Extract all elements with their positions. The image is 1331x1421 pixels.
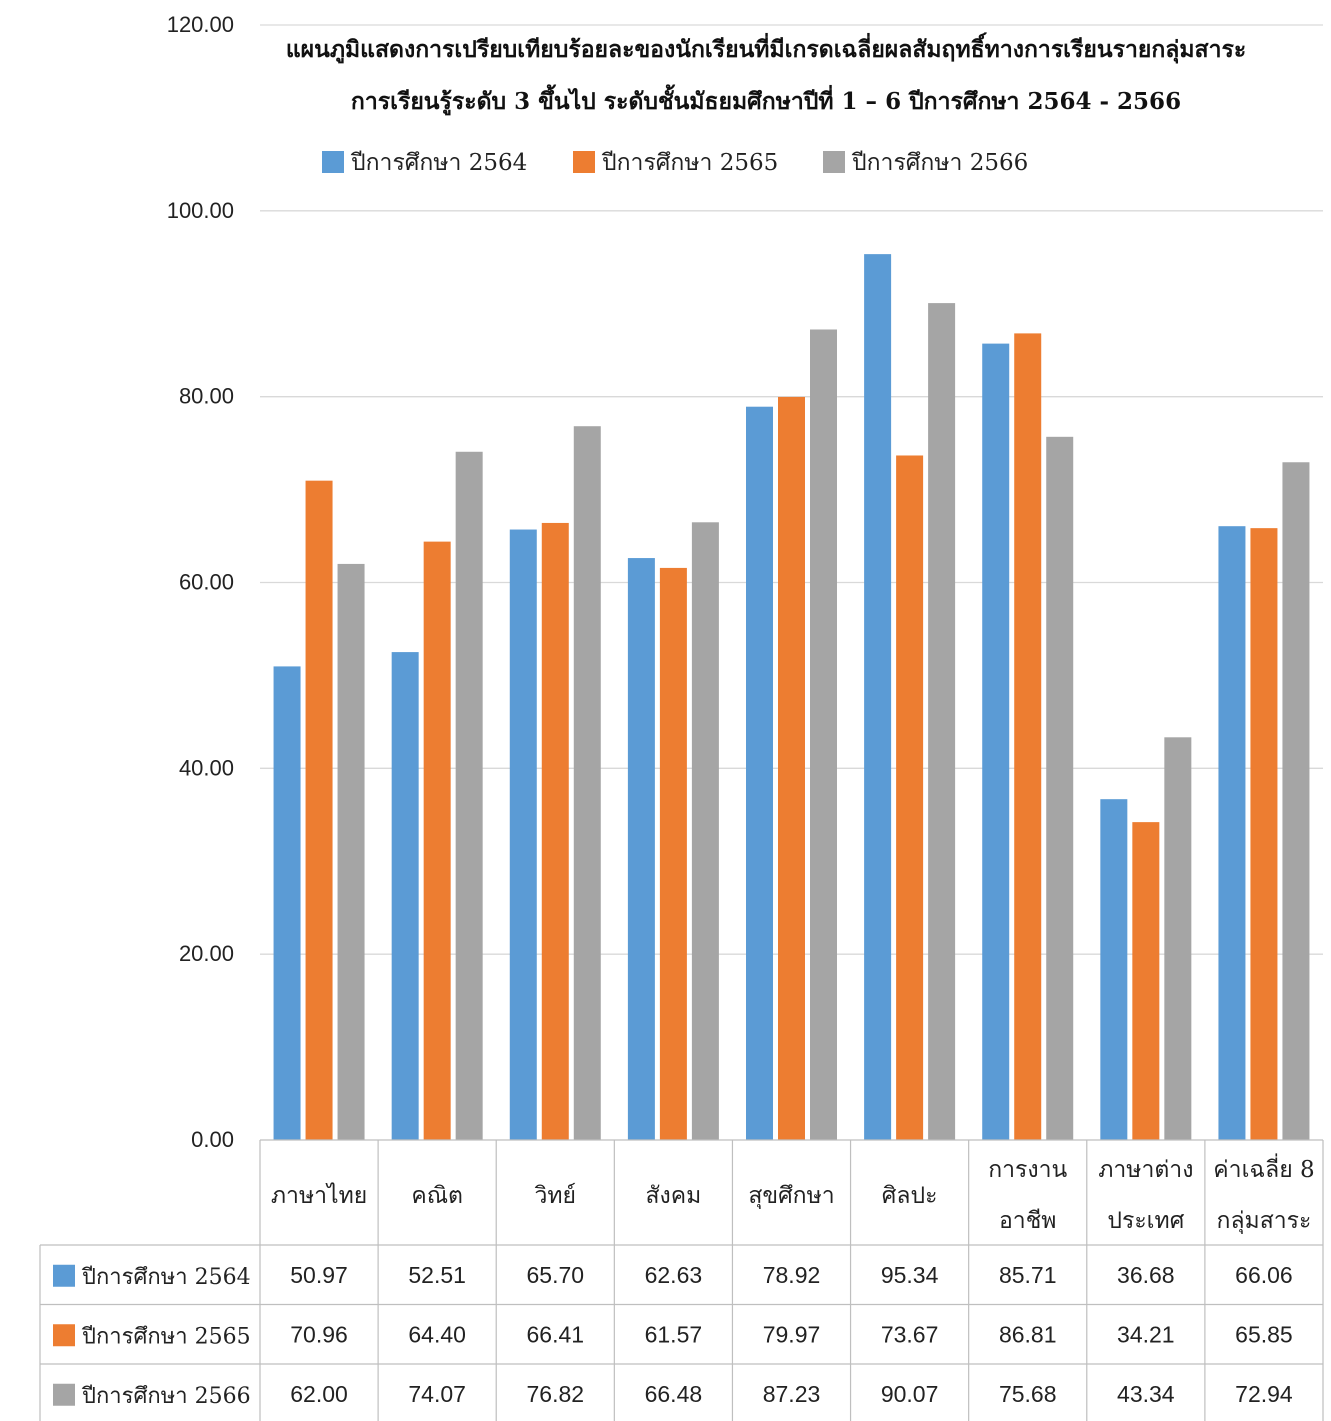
table-series-name: ปีการศึกษา 2566	[81, 1384, 251, 1409]
bar-series-3-category-4	[691, 522, 719, 1140]
table-cell-value: 64.40	[408, 1321, 466, 1347]
bar-series-2-category-9	[1250, 528, 1278, 1140]
legend-key	[573, 151, 595, 173]
bar-series-1-category-9	[1218, 526, 1246, 1140]
table-series-name: ปีการศึกษา 2565	[81, 1324, 251, 1349]
table-cell-value: 75.68	[999, 1381, 1057, 1407]
table-cell-value: 86.81	[999, 1321, 1057, 1347]
legend-label: ปีการศึกษา 2566	[851, 150, 1028, 176]
x-category-label: กลุ่มสาระ	[1217, 1208, 1312, 1234]
bar-series-2-category-5	[778, 396, 805, 1140]
table-cell-value: 79.97	[763, 1321, 821, 1347]
bar-series-2-category-2	[423, 541, 451, 1140]
chart-title-line-2: การเรียนรู้ระดับ 3 ขึ้นไป ระดับชั้นมัธยม…	[351, 84, 1181, 116]
table-cell-value: 34.21	[1117, 1321, 1175, 1347]
chart-title-line-1: แผนภูมิแสดงการเปรียบเทียบร้อยละของนักเรี…	[286, 32, 1246, 64]
x-category-label: การงาน	[988, 1157, 1067, 1183]
table-cell-value: 78.92	[763, 1262, 821, 1288]
table-legend-key	[53, 1264, 75, 1287]
table-cell-value: 87.23	[763, 1381, 821, 1407]
bar-series-3-category-3	[573, 426, 601, 1140]
bar-series-1-category-4	[627, 558, 655, 1140]
data-table: ภาษาไทย คณิต วิทย์ สังคม สุขศึกษา ศิลปะ การงาน…	[39, 1139, 1324, 1421]
y-tick-label: 60.00	[179, 570, 234, 595]
table-cell-value: 66.41	[526, 1321, 584, 1347]
bar-series-1-category-7	[982, 343, 1010, 1141]
x-category-label: ศิลปะ	[882, 1183, 938, 1209]
bar-series-2-category-7	[1014, 333, 1042, 1141]
table-cell-value: 36.68	[1117, 1262, 1175, 1288]
y-tick-label: 20.00	[179, 941, 234, 966]
table-cell-value: 50.97	[290, 1262, 348, 1288]
table-legend-key	[53, 1324, 75, 1347]
table-cell-value: 61.57	[645, 1321, 703, 1347]
x-category-label: ภาษาไทย	[271, 1182, 367, 1209]
y-tick-label: 120.00	[167, 12, 234, 37]
x-category-label: ค่าเฉลี่ย 8	[1213, 1153, 1314, 1183]
table-cell-value: 62.00	[290, 1381, 348, 1407]
bar-series-2-category-3	[541, 522, 569, 1140]
table-legend-key	[53, 1383, 75, 1406]
x-category-label: คณิต	[411, 1183, 463, 1209]
table-cell-value: 74.07	[408, 1381, 466, 1407]
table-cell-value: 66.06	[1235, 1262, 1293, 1288]
bar-series-3-category-8	[1164, 737, 1192, 1140]
chart-title: แผนภูมิแสดงการเปรียบเทียบร้อยละของนักเรี…	[286, 32, 1246, 116]
table-cell-value: 90.07	[881, 1381, 939, 1407]
x-category-label: ประเทศ	[1107, 1208, 1184, 1234]
x-category-label: สังคม	[645, 1183, 701, 1209]
table-cell-value: 73.67	[881, 1321, 939, 1347]
legend: ปีการศึกษา 2564 ปีการศึกษา 2565 ปีการศึกษา…	[322, 150, 1028, 176]
bar-series-3-category-9	[1282, 462, 1310, 1140]
bar-series-2-category-4	[659, 567, 687, 1140]
bar-series-3-category-1	[337, 563, 365, 1140]
y-tick-label: 0.00	[191, 1127, 234, 1152]
bar-series-3-category-5	[810, 329, 837, 1140]
table-series-name: ปีการศึกษา 2564	[81, 1265, 251, 1290]
table-cell-value: 70.96	[290, 1321, 348, 1347]
bar-series-3-category-6	[928, 303, 956, 1140]
legend-key	[823, 151, 845, 173]
legend-key	[322, 151, 344, 173]
table-cell-value: 52.51	[408, 1262, 466, 1288]
table-cell-value: 65.85	[1235, 1321, 1293, 1347]
x-category-label: ภาษาต่าง	[1098, 1157, 1193, 1183]
table-cell-value: 76.82	[526, 1381, 584, 1407]
bar-series-1-category-8	[1100, 799, 1128, 1140]
x-category-label: สุขศึกษา	[748, 1183, 834, 1209]
bar-series-3-category-2	[455, 451, 483, 1140]
y-tick-label: 40.00	[179, 755, 234, 780]
y-tick-label: 80.00	[179, 384, 234, 409]
x-category-label: วิทย์	[534, 1182, 576, 1209]
bar-series-2-category-8	[1132, 822, 1160, 1140]
y-tick-label: 100.00	[167, 198, 234, 223]
table-cell-value: 85.71	[999, 1262, 1057, 1288]
bar-series-2-category-1	[305, 480, 333, 1140]
bars	[273, 254, 1310, 1141]
table-cell-value: 62.63	[645, 1262, 703, 1288]
x-category-label: อาชีพ	[999, 1208, 1057, 1234]
table-cell-value: 66.48	[645, 1381, 703, 1407]
bar-series-1-category-1	[273, 666, 301, 1140]
bar-series-1-category-6	[864, 254, 892, 1140]
bar-series-1-category-5	[746, 406, 773, 1140]
table-cell-value: 65.70	[526, 1262, 584, 1288]
table-cell-value: 43.34	[1117, 1381, 1175, 1407]
bar-series-3-category-7	[1046, 436, 1074, 1141]
legend-label: ปีการศึกษา 2564	[350, 150, 527, 176]
bar-series-1-category-2	[391, 652, 419, 1140]
bar-series-2-category-6	[896, 455, 924, 1140]
legend-label: ปีการศึกษา 2565	[601, 150, 778, 176]
table-cell-value: 95.34	[881, 1262, 939, 1288]
y-axis-tick-labels: 0.00 20.00 40.00 60.00 80.00 100.00 120.00	[167, 12, 234, 1152]
bar-series-1-category-3	[509, 529, 537, 1140]
table-cell-value: 72.94	[1235, 1381, 1293, 1407]
